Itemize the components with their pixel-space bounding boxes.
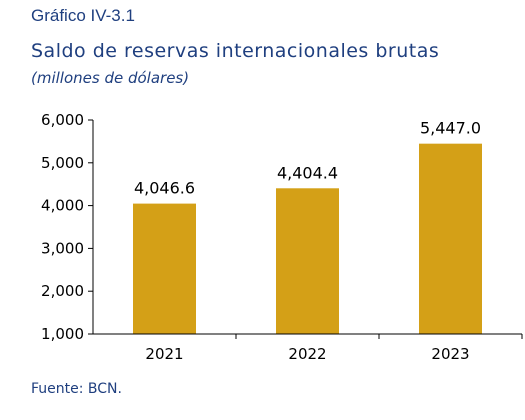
y-tick-label: 3,000 [41, 239, 84, 257]
bar-2021 [133, 203, 196, 334]
source-note: Fuente: BCN. [31, 381, 122, 397]
x-tick-label-2021: 2021 [145, 345, 183, 363]
x-axis-ticks: 2021 2022 2023 [145, 334, 523, 363]
bars [133, 143, 482, 334]
figure-label: Gráfico IV-3.1 [31, 6, 135, 25]
y-tick-label: 6,000 [41, 111, 84, 129]
bar-2023 [419, 143, 482, 334]
chart-subtitle: (millones de dólares) [31, 69, 190, 87]
value-label-2022: 4,404.4 [277, 163, 338, 182]
value-labels: 4,046.6 4,404.4 5,447.0 [134, 119, 481, 198]
x-tick-label-2023: 2023 [431, 345, 469, 363]
bar-2022 [276, 188, 339, 334]
y-tick-label: 1,000 [41, 325, 84, 343]
value-label-2021: 4,046.6 [134, 179, 195, 198]
y-tick-label: 4,000 [41, 197, 84, 215]
y-axis-ticks: 1,000 2,000 3,000 4,000 5,000 6,000 [41, 111, 93, 343]
y-tick-label: 2,000 [41, 282, 84, 300]
y-tick-label: 5,000 [41, 154, 84, 172]
x-tick-label-2022: 2022 [288, 345, 326, 363]
chart-title: Saldo de reservas internacionales brutas [31, 40, 440, 62]
value-label-2023: 5,447.0 [420, 119, 481, 138]
